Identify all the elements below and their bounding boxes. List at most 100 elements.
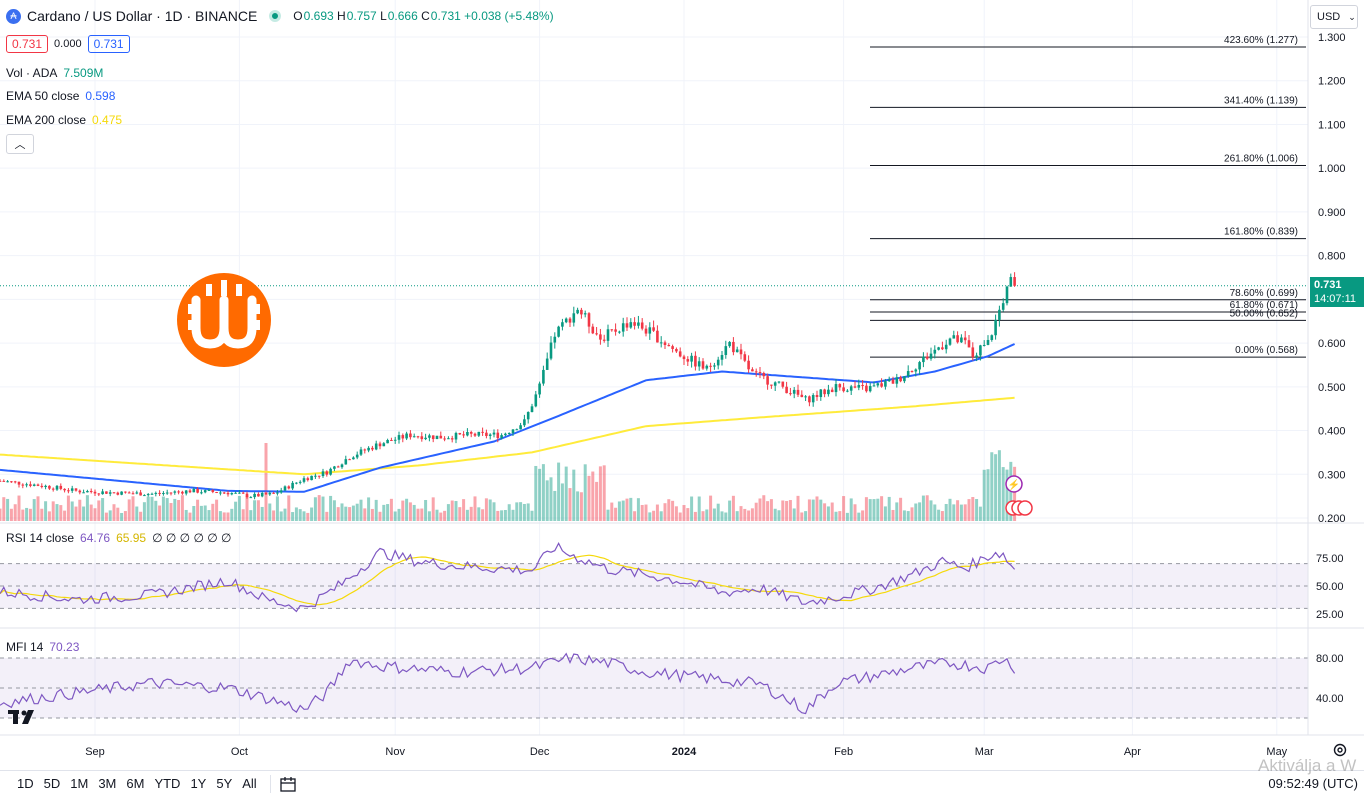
volume-bar — [792, 508, 796, 521]
tf-1d-button[interactable]: 1D — [17, 776, 34, 791]
volume-bar — [199, 505, 203, 521]
candle-body — [21, 484, 25, 486]
volume-bar — [583, 464, 587, 521]
volume-bar — [674, 506, 678, 521]
candle-body — [982, 344, 986, 346]
candle-body — [169, 492, 173, 494]
buy-price-button[interactable]: 0.731 — [87, 35, 130, 53]
settings-icon[interactable] — [1332, 742, 1348, 758]
volume-bar — [260, 506, 264, 521]
candle-body — [253, 493, 256, 498]
dividend-icon — [1005, 475, 1023, 493]
tf-6m-button[interactable]: 6M — [126, 776, 145, 791]
volume-bar — [36, 496, 40, 521]
calendar-icon[interactable] — [279, 775, 297, 793]
candle-body — [602, 339, 606, 341]
volume-bar — [872, 499, 876, 521]
grid-layer — [0, 0, 1308, 735]
price-tick-label: 0.200 — [1318, 513, 1346, 525]
candle-body — [766, 376, 769, 385]
volume-bar — [332, 500, 336, 521]
volume-bar — [750, 508, 754, 521]
tf-5d-button[interactable]: 5D — [43, 776, 61, 791]
candle-body — [116, 492, 120, 495]
change-value: +0.038 (+5.48%) — [464, 9, 554, 23]
price-tick-label: 1.000 — [1318, 163, 1346, 175]
candle-body — [226, 492, 230, 495]
volume-bar — [507, 504, 511, 521]
volume-bar — [0, 508, 2, 521]
tf-1m-button[interactable]: 1M — [70, 776, 89, 791]
volume-bar — [766, 501, 770, 521]
collapse-legend-button[interactable]: ︿ — [6, 134, 34, 154]
sell-price-button[interactable]: 0.731 — [6, 35, 49, 53]
tf-5y-button[interactable]: 5Y — [216, 776, 233, 791]
candle-body — [720, 355, 724, 360]
volume-bar — [830, 502, 834, 521]
volume-bar — [959, 504, 963, 521]
volume-bar — [431, 497, 435, 521]
candle-body — [397, 435, 401, 440]
volume-bar — [465, 509, 469, 521]
candle-body — [378, 443, 382, 447]
fib-level-label: 50.00% (0.652) — [1230, 308, 1298, 319]
candle-body — [466, 432, 469, 436]
utc-clock[interactable]: 09:52:49 (UTC) — [1268, 776, 1358, 791]
tradingview-logo[interactable] — [8, 708, 40, 724]
candle-body — [564, 318, 568, 323]
volume-legend[interactable]: Vol · ADA 7.509M — [6, 63, 103, 83]
currency-select[interactable]: USD ⌄ — [1310, 5, 1358, 29]
rsi-legend[interactable]: RSI 14 close 64.76 65.95 ∅ ∅ ∅ ∅ ∅ ∅ — [6, 531, 232, 545]
candle-body — [55, 485, 59, 490]
volume-bar — [743, 508, 747, 521]
market-open-icon — [269, 10, 282, 22]
candle-body — [196, 488, 199, 493]
ohlc-values: O0.693 H0.757 L0.666 C0.731 +0.038 (+5.4… — [293, 9, 553, 23]
tf-1y-button[interactable]: 1Y — [190, 776, 207, 791]
volume-bar — [268, 503, 272, 521]
candle-body — [325, 471, 329, 475]
candle-body — [59, 485, 63, 489]
volume-bar — [864, 497, 868, 521]
candle-body — [819, 389, 823, 398]
tf-all-button[interactable]: All — [242, 776, 257, 791]
volume-bar — [739, 506, 743, 521]
open-label: O — [293, 9, 303, 23]
volume-bar — [895, 502, 899, 521]
candle-body — [393, 439, 397, 441]
volume-bar — [914, 503, 918, 521]
volume-bar — [291, 512, 295, 521]
candle-body — [63, 488, 66, 491]
volume-bar — [488, 499, 492, 521]
candle-body — [241, 492, 245, 494]
candle-body — [272, 492, 275, 494]
divider — [269, 774, 271, 793]
mfi-legend[interactable]: MFI 14 70.23 — [6, 640, 79, 654]
tf-3m-button[interactable]: 3M — [98, 776, 117, 791]
candle-body — [899, 377, 902, 382]
candle-body — [545, 358, 549, 370]
volume-bar — [424, 499, 428, 521]
chart-canvas[interactable]: 423.60% (1.277) 341.40% (1.139) 261.80% (1… — [0, 0, 1364, 770]
candle-body — [675, 348, 678, 352]
symbol-title[interactable]: Cardano / US Dollar · 1D · BINANCE — [27, 8, 258, 24]
candle-body — [838, 384, 842, 388]
volume-bar — [716, 503, 720, 521]
candle-body — [443, 438, 446, 440]
volume-bar — [538, 468, 542, 521]
close-value: 0.731 — [430, 9, 461, 23]
rsi-value: 64.76 — [80, 531, 111, 545]
ema50-legend[interactable]: EMA 50 close 0.598 — [6, 86, 115, 106]
time-tick-label: Dec — [530, 746, 550, 758]
candle-body — [705, 365, 709, 369]
tf-ytd-button[interactable]: YTD — [154, 776, 181, 791]
candle-body — [352, 457, 355, 460]
volume-bar — [51, 501, 55, 521]
volume-bar — [481, 509, 485, 521]
volume-bar — [256, 500, 260, 521]
volume-bar — [735, 511, 739, 521]
candle-body — [298, 481, 302, 483]
volume-bar — [990, 452, 994, 521]
ema200-legend[interactable]: EMA 200 close 0.475 — [6, 110, 122, 130]
candle-body — [279, 490, 283, 493]
